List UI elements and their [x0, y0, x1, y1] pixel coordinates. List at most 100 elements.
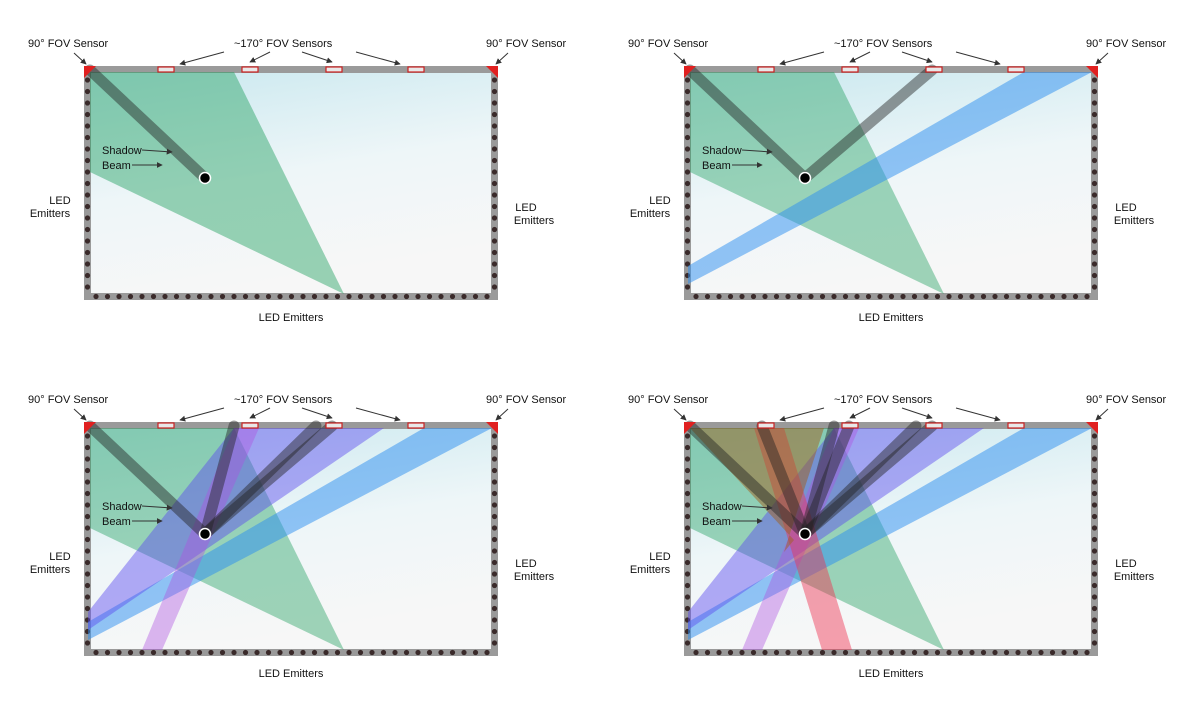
led-emitter [185, 649, 191, 656]
led-emitter [911, 293, 918, 300]
panel-4: 90° FOV Sensor 90° FOV Sensor ~170° FOV Se… [628, 394, 1167, 680]
panel-2: 90° FOV Sensor 90° FOV Sensor ~170° FOV Se… [628, 38, 1167, 324]
led-emitter [403, 293, 410, 300]
led-emitter [491, 180, 498, 187]
led-emitter [84, 605, 91, 612]
led-emitter [491, 88, 498, 95]
led-emitter [491, 640, 498, 646]
led-emitter [684, 571, 691, 577]
led-emitter [84, 444, 91, 451]
fov170-sensor [407, 422, 425, 429]
shadow-label: Shadow [102, 145, 142, 157]
led-emitter [127, 649, 134, 656]
led-emitter [684, 111, 691, 118]
leader-arrow [779, 51, 825, 66]
led-emitter [1091, 605, 1098, 612]
led-emitter [438, 293, 444, 300]
led-emitter [1091, 261, 1098, 267]
led-emitter [84, 169, 91, 175]
led-emitter [684, 502, 691, 508]
fov170-sensor [407, 66, 425, 73]
led-emitter [231, 293, 237, 300]
led-left-label-line1: LED [49, 195, 70, 207]
led-emitter [684, 490, 691, 497]
led-emitter [957, 293, 964, 300]
led-emitter [461, 293, 467, 300]
led-emitter [684, 582, 691, 589]
fov170-sensor [157, 66, 175, 73]
touch-point [198, 171, 212, 185]
led-emitter [1091, 536, 1098, 543]
led-emitter [254, 293, 260, 300]
shadow-band [199, 420, 240, 540]
led-emitter [934, 293, 941, 300]
led-left-label-line2: Emitters [30, 208, 71, 220]
fov90-sensor-label-left: 90° FOV Sensor [28, 394, 109, 406]
led-emitter [1091, 628, 1098, 635]
led-emitter [242, 649, 249, 656]
led-emitter [684, 548, 691, 554]
led-emitter [900, 649, 906, 656]
shadow-band [684, 420, 811, 540]
led-emitter [684, 123, 691, 129]
led-emitter [208, 293, 214, 300]
leader-arrow [249, 51, 271, 63]
led-emitter [84, 215, 91, 221]
led-emitter [491, 536, 498, 543]
led-emitter [750, 293, 757, 300]
fov170-sensor [241, 422, 259, 429]
led-emitter [750, 649, 757, 656]
led-emitter [491, 238, 498, 244]
light-beam [90, 428, 344, 650]
led-emitter [842, 293, 849, 300]
led-emitter [1091, 284, 1098, 290]
beam-label: Beam [702, 516, 731, 528]
led-emitter [1091, 77, 1098, 83]
light-beam [90, 72, 344, 294]
led-emitter [139, 649, 145, 656]
led-emitter [684, 433, 691, 439]
led-emitter [716, 649, 722, 656]
led-emitter [426, 649, 433, 656]
led-emitter [1026, 293, 1033, 300]
corner-sensor-right [1086, 66, 1098, 78]
leader-arrow [849, 51, 871, 63]
led-emitter [254, 649, 260, 656]
leader-arrow [355, 51, 401, 66]
led-emitter [84, 513, 91, 520]
fov90-sensor-label-right: 90° FOV Sensor [1086, 38, 1167, 50]
led-emitter [116, 293, 122, 300]
led-emitter [785, 293, 791, 300]
led-emitter [1091, 226, 1098, 233]
led-emitter [84, 180, 91, 187]
led-emitter [1091, 134, 1098, 141]
led-right-label-line2: Emitters [514, 215, 555, 227]
led-emitter [946, 649, 952, 656]
fov90-sensor-label-right: 90° FOV Sensor [1086, 394, 1167, 406]
led-emitter [491, 467, 498, 474]
led-emitter [684, 536, 691, 543]
led-emitter [392, 649, 398, 656]
led-emitter [369, 649, 375, 656]
led-emitter [785, 649, 791, 656]
led-emitter [693, 649, 699, 656]
led-emitter [969, 649, 975, 656]
led-emitter [491, 571, 498, 577]
led-emitter [808, 293, 814, 300]
led-right-label-line2: Emitters [514, 571, 555, 583]
led-emitter [1091, 479, 1098, 485]
led-emitter [1015, 293, 1021, 300]
led-emitter [84, 146, 91, 152]
led-emitter [491, 111, 498, 118]
led-emitter [84, 134, 91, 141]
led-emitter [684, 284, 691, 290]
led-emitter [888, 293, 895, 300]
led-emitter [208, 649, 214, 656]
corner-sensor-right [486, 422, 498, 434]
led-emitter [491, 594, 498, 600]
leader-arrow [249, 407, 271, 419]
led-emitter [265, 649, 272, 656]
led-emitter [491, 605, 498, 612]
led-emitter [334, 293, 341, 300]
